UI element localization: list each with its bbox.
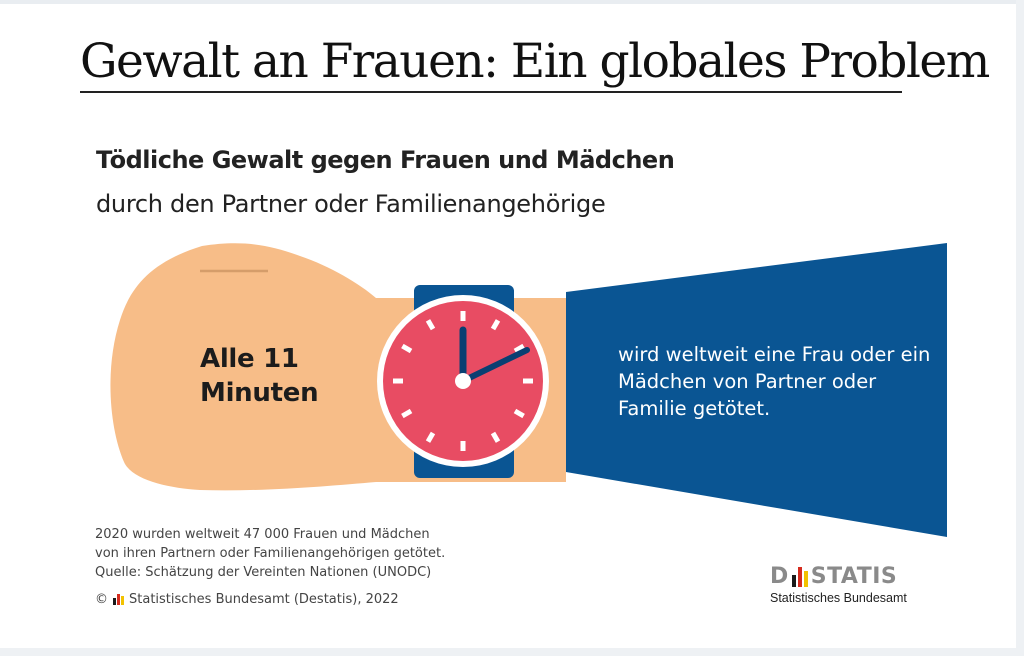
watch-minute-hand <box>460 347 530 384</box>
footnote-line: 2020 wurden weltweit 47 000 Frauen und M… <box>95 527 430 542</box>
infographic-headline: Tödliche Gewalt gegen Frauen und Mädchen <box>96 146 675 174</box>
watch-center-pin <box>455 373 471 389</box>
window-frame-right <box>1016 0 1024 656</box>
logo-subtitle: Statistisches Bundesamt <box>770 591 907 605</box>
page-title: Gewalt an Frauen: Ein globales Problem <box>80 34 990 89</box>
infographic-subheadline: durch den Partner oder Familienangehörig… <box>96 190 606 218</box>
watch-hour-marker <box>513 343 525 354</box>
copyright-symbol: © <box>95 592 108 607</box>
title-underline <box>80 91 902 93</box>
watch-hour-marker <box>401 408 413 419</box>
watch-hour-markers <box>393 311 533 451</box>
watch-hour-marker <box>425 319 436 331</box>
window-frame-bottom <box>0 648 1024 656</box>
copyright-line: © Statistisches Bundesamt (Destatis), 20… <box>95 592 399 607</box>
interval-text: Alle 11 Minuten <box>200 344 319 408</box>
destatis-flag-bars-icon <box>791 567 808 587</box>
copyright-text: Statistisches Bundesamt (Destatis), 2022 <box>129 592 399 607</box>
footnote: 2020 wurden weltweit 47 000 Frauen und M… <box>95 525 445 582</box>
watch-hour-marker <box>425 431 436 443</box>
watch-hour-marker <box>513 408 525 419</box>
destatis-flag-bars-icon <box>113 594 124 605</box>
watch-hour-marker <box>490 431 501 443</box>
watch-hour-marker <box>490 319 501 331</box>
window-frame-top <box>0 0 1024 4</box>
footnote-source: Quelle: Schätzung der Vereinten Nationen… <box>95 565 432 580</box>
watch-hour-marker <box>401 343 413 354</box>
sleeve-statement: wird weltweit eine Frau oder ein Mädchen… <box>618 343 931 420</box>
footnote-line: von ihren Partnern oder Familienangehöri… <box>95 546 446 561</box>
logo-wordmark: D STATIS <box>770 564 898 589</box>
destatis-logo: D STATIS Statistisches Bundesamt <box>770 564 920 608</box>
sleeve-shape <box>566 243 947 537</box>
